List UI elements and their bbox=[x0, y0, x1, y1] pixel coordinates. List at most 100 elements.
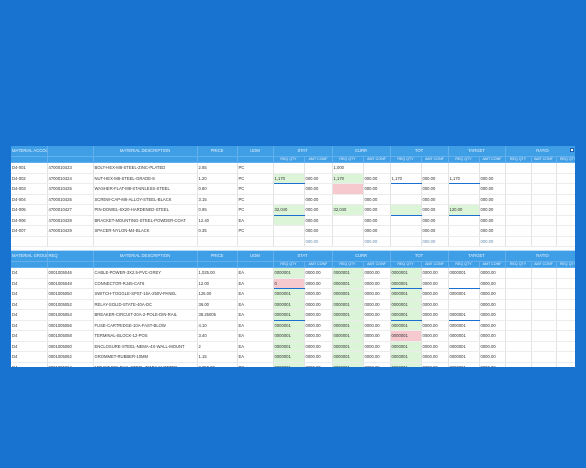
table-cell[interactable]: 0001005060 bbox=[47, 341, 94, 352]
table-cell[interactable]: SWITCH-TOGGLE-SPST-15A-250V-PANEL bbox=[93, 288, 198, 300]
table-cell[interactable]: 000.00 bbox=[363, 183, 391, 195]
table-cell[interactable] bbox=[531, 183, 557, 195]
table-cell[interactable]: 0000.00 bbox=[363, 288, 391, 300]
table-cell[interactable]: 1,025.00 bbox=[197, 267, 238, 279]
table-cell[interactable] bbox=[332, 194, 364, 205]
table-cell[interactable] bbox=[505, 309, 532, 321]
table-cell[interactable] bbox=[531, 320, 557, 331]
table-cell[interactable]: 0000.00 bbox=[363, 320, 391, 331]
section2-subheader-9[interactable]: AMT CONF bbox=[531, 261, 557, 268]
section2-group-3[interactable]: TARGET bbox=[448, 250, 506, 262]
table-cell[interactable]: 0000.00 bbox=[304, 278, 333, 289]
section1-header-0[interactable]: MATERIAL ACCOUNT ASSIGNMENT bbox=[11, 146, 48, 157]
table-cell[interactable]: 0.35 bbox=[197, 225, 238, 237]
table-cell[interactable]: 000.00 bbox=[421, 204, 449, 216]
table-cell[interactable]: TERMINAL-BLOCK-12-POS bbox=[93, 330, 198, 342]
table-cell[interactable]: 0000.00 bbox=[479, 341, 506, 352]
table-cell[interactable] bbox=[390, 194, 422, 205]
section1-header-1[interactable] bbox=[47, 146, 94, 157]
table-cell[interactable]: 0000001 bbox=[448, 320, 480, 331]
table-cell[interactable]: NUT-HEX-M8-STEEL-GRADE-8 bbox=[93, 173, 198, 184]
table-cell[interactable] bbox=[448, 194, 480, 205]
table-cell[interactable]: 0001005056 bbox=[47, 320, 94, 331]
table-cell[interactable]: 000.00 bbox=[304, 194, 333, 205]
table-cell[interactable]: 000.00 bbox=[363, 215, 391, 226]
table-cell[interactable]: 0000001 bbox=[332, 267, 364, 279]
table-cell[interactable]: EA bbox=[237, 299, 274, 310]
table-row[interactable]: D4 0001005050 SWITCH-TOGGLE-SPST-15A-250V-… bbox=[11, 288, 575, 300]
table-cell[interactable] bbox=[505, 362, 532, 367]
table-cell[interactable]: 0000.00 bbox=[304, 299, 333, 310]
table-cell[interactable]: 0000.00 bbox=[363, 309, 391, 321]
section1-subheader-0[interactable]: REQ QTY bbox=[273, 156, 305, 163]
table-cell[interactable] bbox=[556, 267, 575, 279]
table-cell[interactable] bbox=[531, 362, 557, 367]
table-cell[interactable]: 0000001 bbox=[332, 278, 364, 289]
table-cell[interactable]: 000.00 bbox=[479, 173, 506, 184]
table-cell[interactable] bbox=[505, 162, 532, 174]
table-cell[interactable]: 125.00 bbox=[197, 288, 238, 300]
table-cell[interactable]: 0000001 bbox=[273, 288, 305, 300]
table-cell[interactable]: 0001005058 bbox=[47, 330, 94, 342]
table-cell[interactable]: PC bbox=[237, 204, 274, 216]
table-cell[interactable] bbox=[556, 204, 575, 216]
table-cell[interactable] bbox=[304, 162, 333, 174]
table-cell[interactable]: PC bbox=[237, 162, 274, 174]
table-cell[interactable]: CONNECTOR-RJ45-CAT6 bbox=[93, 278, 198, 289]
table-cell[interactable]: 0000001 bbox=[390, 362, 422, 367]
table-cell[interactable]: 36.00 bbox=[197, 299, 238, 310]
table-cell[interactable] bbox=[332, 225, 364, 237]
table-cell[interactable]: 1,000 bbox=[332, 162, 364, 174]
table-cell[interactable]: 1.20 bbox=[197, 173, 238, 184]
table-cell[interactable] bbox=[556, 320, 575, 331]
table-cell[interactable]: D4-007 bbox=[11, 225, 48, 237]
table-cell[interactable] bbox=[531, 215, 557, 226]
table-cell[interactable]: 0000.00 bbox=[304, 330, 333, 342]
table-cell[interactable]: 1,170 bbox=[390, 173, 422, 184]
table-cell[interactable]: 0000.00 bbox=[421, 320, 449, 331]
table-cell[interactable]: 0000.00 bbox=[479, 299, 506, 310]
table-cell[interactable]: 12.40 bbox=[197, 215, 238, 226]
table-cell[interactable]: 0000001 bbox=[390, 309, 422, 321]
table-cell[interactable]: 0000001 bbox=[273, 267, 305, 279]
table-cell[interactable]: 0000001 bbox=[273, 309, 305, 321]
table-cell[interactable] bbox=[448, 299, 480, 310]
table-cell[interactable]: 1,170 bbox=[332, 173, 364, 184]
table-cell[interactable]: D4 bbox=[11, 309, 48, 321]
table-row[interactable]: D4 0001005054 BREAKER-CIRCUIT-20A-2-POLE-D… bbox=[11, 309, 575, 321]
table-cell[interactable]: 0000001 bbox=[390, 299, 422, 310]
table-cell[interactable]: EA bbox=[237, 309, 274, 321]
table-cell[interactable]: ENCLOSURE-STEEL-NEMA-4X-WALL-MOUNT bbox=[93, 341, 198, 352]
table-cell[interactable]: EA bbox=[237, 278, 274, 289]
table-row[interactable]: D4 0001005056 FUSE-CARTRIDGE-10A-FAST-BLOW… bbox=[11, 320, 575, 331]
table-cell[interactable]: 1,170 bbox=[273, 173, 305, 184]
table-cell[interactable] bbox=[531, 278, 557, 289]
section2-subheader-1[interactable]: AMT CONF bbox=[304, 261, 333, 268]
section1-subheader-4[interactable]: REQ QTY bbox=[390, 156, 422, 163]
section1-group-3[interactable]: TARGET bbox=[448, 146, 506, 157]
section2-subheader-2[interactable]: REQ QTY bbox=[332, 261, 364, 268]
table-row[interactable]: D4 0001005064 MOUNT-DIN-RAIL-STEEL-35MM-SL… bbox=[11, 362, 575, 367]
table-cell[interactable]: 2 bbox=[197, 341, 238, 352]
table-cell[interactable]: SCREW-CAP-M6-ALLOY-STEEL-BLACK bbox=[93, 194, 198, 205]
table-cell[interactable]: 1,170 bbox=[448, 173, 480, 184]
table-cell[interactable]: 0001005062 bbox=[47, 351, 94, 363]
table-cell[interactable] bbox=[531, 194, 557, 205]
table-cell[interactable] bbox=[505, 351, 532, 363]
table-cell[interactable]: 0000.00 bbox=[479, 267, 506, 279]
table-cell[interactable]: 0000.00 bbox=[479, 288, 506, 300]
table-row[interactable]: D4 0001005046 CABLE-POWER-3X2.5-PVC-GREY 1,… bbox=[11, 267, 575, 279]
table-cell[interactable]: PC bbox=[237, 173, 274, 184]
table-cell[interactable] bbox=[273, 162, 305, 174]
table-cell[interactable]: D4-002 bbox=[11, 173, 48, 184]
table-cell[interactable]: 0000001 bbox=[448, 309, 480, 321]
table-cell[interactable]: 0000001 bbox=[390, 278, 422, 289]
section1-subheader-1[interactable]: AMT CONF bbox=[304, 156, 333, 163]
table-cell[interactable]: 0000001 bbox=[273, 330, 305, 342]
table-cell[interactable] bbox=[505, 204, 532, 216]
table-row[interactable]: D4-004 4700010426 SCREW-CAP-M6-ALLOY-STEEL… bbox=[11, 194, 575, 205]
table-cell[interactable]: 0000001 bbox=[332, 330, 364, 342]
table-cell[interactable]: D4-003 bbox=[11, 183, 48, 195]
table-cell[interactable]: 1.15 bbox=[197, 351, 238, 363]
table-cell[interactable]: 0000001 bbox=[448, 362, 480, 367]
